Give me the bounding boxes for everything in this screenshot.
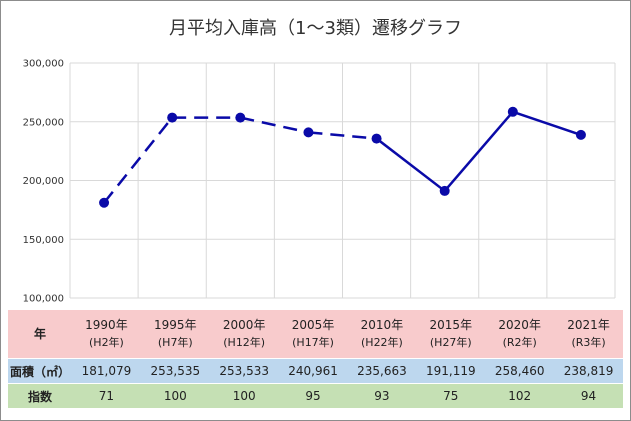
data-point (507, 106, 518, 117)
area-cell: 238,819 (554, 358, 623, 383)
year-cell: 2000年 (H12年) (209, 310, 279, 358)
area-cell: 235,663 (347, 358, 417, 383)
index-row: 指数 71 100 100 95 93 75 102 94 (8, 383, 623, 408)
index-cell: 100 (209, 383, 279, 408)
series-segment (512, 110, 582, 137)
year-label: 2005年 (291, 318, 335, 332)
year-label: 2010年 (360, 318, 404, 332)
data-point (371, 133, 382, 144)
index-header: 指数 (8, 383, 72, 408)
data-point (167, 112, 178, 123)
era-label: (R3年) (571, 336, 606, 349)
era-label: (H17年) (292, 336, 334, 349)
area-row: 面積（㎡） 181,079 253,535 253,533 240,961 235,66… (8, 358, 623, 383)
area-cell: 253,535 (140, 358, 210, 383)
data-point (235, 112, 246, 123)
year-cell: 2020年 (R2年) (485, 310, 555, 358)
era-label: (H2年) (89, 336, 124, 349)
data-point (439, 185, 450, 196)
area-cell: 240,961 (278, 358, 348, 383)
series-segment (375, 137, 446, 192)
data-point (575, 129, 586, 140)
data-table: 年 1990年 (H2年) 1995年 (H7年) 2000年 (H12年) 2005年 (H… (8, 310, 623, 408)
area-cell: 258,460 (485, 358, 555, 383)
year-cell: 2015年 (H27年) (416, 310, 486, 358)
area-header: 面積（㎡） (8, 358, 72, 383)
year-cell: 1990年 (H2年) (72, 310, 141, 358)
era-label: (R2年) (502, 336, 537, 349)
index-cell: 95 (278, 383, 348, 408)
year-label: 2000年 (222, 318, 266, 332)
data-points (99, 106, 586, 208)
index-cell: 93 (347, 383, 417, 408)
index-cell: 94 (554, 383, 623, 408)
series-segment (443, 110, 514, 192)
y-tick-label: 100,000 (23, 294, 64, 305)
year-label: 2015年 (429, 318, 473, 332)
data-point (99, 197, 110, 208)
y-tick-label: 250,000 (23, 117, 64, 128)
index-cell: 102 (485, 383, 555, 408)
year-cell: 2021年 (R3年) (554, 310, 623, 358)
era-label: (H22年) (361, 336, 403, 349)
index-cell: 71 (72, 383, 141, 408)
year-label: 2020年 (498, 318, 541, 332)
y-tick-label: 300,000 (23, 59, 64, 70)
year-header: 年 (8, 310, 72, 358)
y-tick-label: 150,000 (23, 235, 64, 246)
year-cell: 2010年 (H22年) (347, 310, 417, 358)
era-label: (H27年) (429, 336, 472, 349)
year-cell: 1995年 (H7年) (140, 310, 210, 358)
series-segment (240, 116, 309, 134)
area-cell: 181,079 (72, 358, 141, 383)
index-cell: 100 (140, 383, 210, 408)
year-label: 2021年 (567, 318, 610, 332)
line-chart: 100,000 150,000 200,000 250,000 300,000 (23, 59, 616, 305)
series-segment (308, 131, 377, 140)
area-cell: 253,533 (209, 358, 279, 383)
era-label: (H12年) (223, 336, 266, 349)
era-label: (H7年) (157, 336, 193, 349)
year-cell: 2005年 (H17年) (278, 310, 348, 358)
year-label: 1990年 (85, 318, 128, 332)
chart-title: 月平均入庫高（1～3類）遷移グラフ (169, 18, 462, 39)
y-tick-label: 200,000 (23, 176, 64, 187)
y-axis: 100,000 150,000 200,000 250,000 300,000 (23, 59, 64, 305)
area-cell: 191,119 (416, 358, 486, 383)
index-cell: 75 (416, 383, 486, 408)
data-point (303, 127, 314, 138)
year-row: 年 1990年 (H2年) 1995年 (H7年) 2000年 (H12年) 2005年 (H… (8, 310, 623, 358)
year-label: 1995年 (154, 318, 197, 332)
series-line (103, 110, 582, 204)
gridlines (69, 62, 616, 299)
series-segment (103, 116, 174, 204)
